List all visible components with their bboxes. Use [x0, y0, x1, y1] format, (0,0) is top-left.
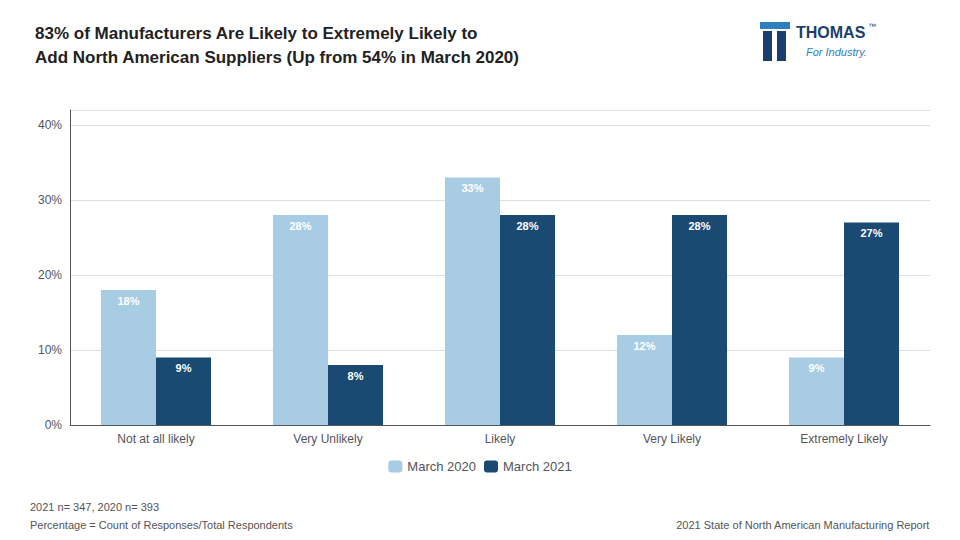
svg-text:8%: 8% [348, 370, 364, 382]
svg-text:™: ™ [868, 22, 876, 31]
svg-text:Not at all likely: Not at all likely [117, 432, 194, 446]
svg-text:20%: 20% [38, 268, 62, 282]
svg-text:THOMAS: THOMAS [796, 24, 866, 41]
svg-text:9%: 9% [176, 362, 192, 374]
svg-text:For Industry.: For Industry. [806, 46, 867, 58]
svg-text:83% of Manufacturers Are Likel: 83% of Manufacturers Are Likely to Extre… [35, 24, 477, 43]
svg-text:2021 n= 347, 2020 n= 393: 2021 n= 347, 2020 n= 393 [30, 501, 159, 513]
svg-text:Very Unlikely: Very Unlikely [293, 432, 362, 446]
svg-text:30%: 30% [38, 193, 62, 207]
svg-text:28%: 28% [517, 220, 539, 232]
svg-text:Very Likely: Very Likely [643, 432, 701, 446]
svg-text:9%: 9% [809, 362, 825, 374]
svg-text:12%: 12% [633, 340, 655, 352]
svg-text:Percentage = Count of Response: Percentage = Count of Responses/Total Re… [30, 519, 293, 531]
svg-text:March 2021: March 2021 [503, 459, 572, 474]
svg-text:27%: 27% [861, 227, 883, 239]
svg-text:28%: 28% [289, 220, 311, 232]
svg-text:10%: 10% [38, 343, 62, 357]
svg-text:40%: 40% [38, 118, 62, 132]
svg-text:Likely: Likely [485, 432, 516, 446]
svg-text:Add North American Suppliers (: Add North American Suppliers (Up from 54… [35, 48, 519, 67]
svg-text:2021 State of North American M: 2021 State of North American Manufacturi… [676, 519, 929, 531]
svg-text:33%: 33% [461, 182, 483, 194]
svg-text:Extremely Likely: Extremely Likely [800, 432, 887, 446]
svg-text:0%: 0% [45, 418, 63, 432]
svg-text:28%: 28% [689, 220, 711, 232]
svg-text:18%: 18% [117, 295, 139, 307]
svg-text:March 2020: March 2020 [407, 459, 476, 474]
